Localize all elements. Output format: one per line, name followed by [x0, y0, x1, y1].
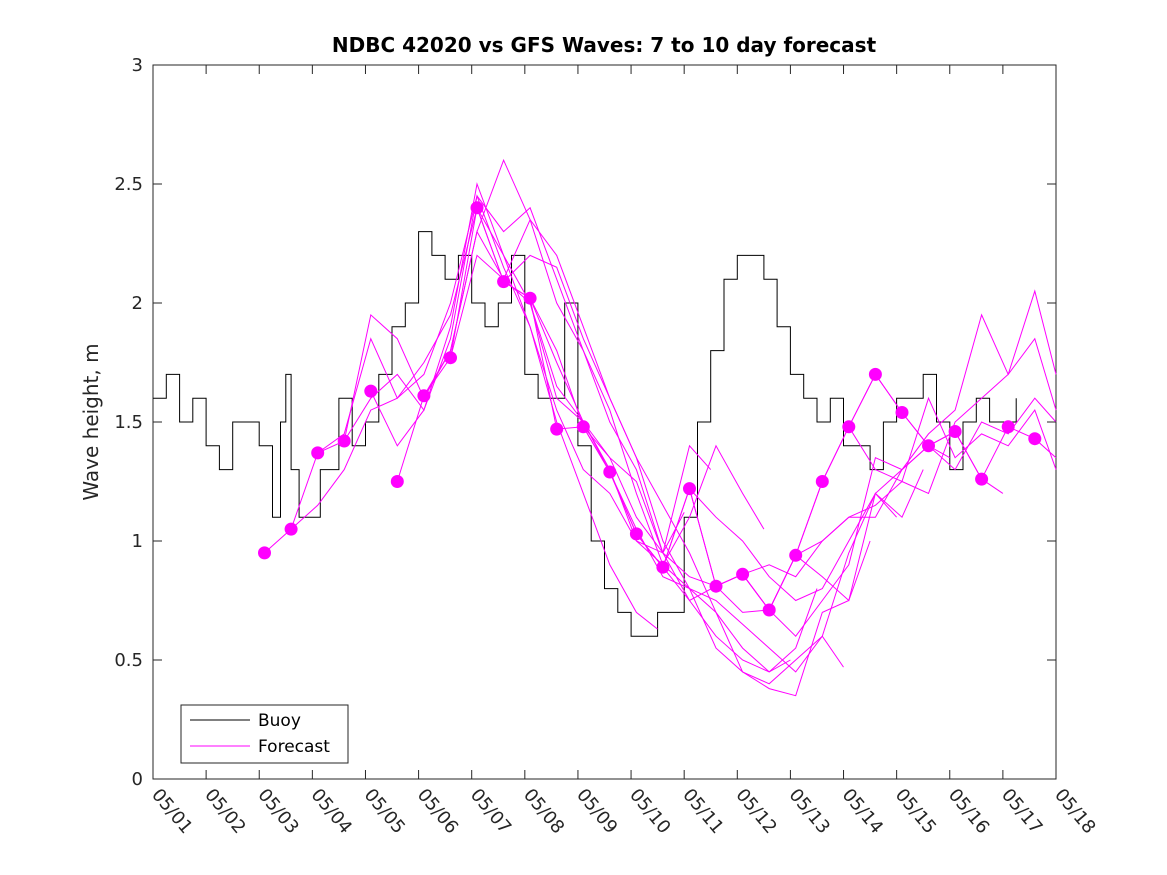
- buoy-series: [153, 231, 1017, 637]
- y-axis: 0 0.5 1 1.5 2 2.5 3: [114, 55, 1056, 790]
- forecast-point: [258, 546, 271, 560]
- forecast-point: [922, 439, 935, 453]
- forecast-point: [550, 422, 564, 436]
- forecast-point: [895, 406, 909, 419]
- forecast-point: [736, 567, 750, 581]
- forecast-point: [284, 522, 298, 536]
- forecast-point: [523, 291, 537, 305]
- forecast-point: [762, 603, 776, 617]
- y-tick-label: 0: [132, 769, 143, 790]
- plot-area: [152, 64, 1057, 780]
- forecast-point: [576, 420, 590, 434]
- forecast-point: [709, 579, 723, 593]
- forecast-run-line: [476, 207, 897, 673]
- forecast-run-line: [450, 205, 871, 697]
- y-tick-label: 2: [132, 293, 143, 314]
- forecast-run-line: [264, 206, 658, 630]
- chart-title: NDBC 42020 vs GFS Waves: 7 to 10 day for…: [332, 33, 877, 57]
- forecast-point: [656, 560, 670, 574]
- forecast-point: [842, 420, 856, 434]
- forecast-point: [444, 351, 457, 365]
- forecast-point: [815, 475, 829, 488]
- forecast-point: [337, 434, 351, 448]
- legend-buoy-label: Buoy: [258, 711, 301, 731]
- forecast-run-line: [689, 313, 1057, 602]
- forecast-point: [948, 425, 962, 438]
- forecast-point: [868, 367, 882, 381]
- forecast-point: [364, 384, 378, 398]
- forecast-run-line: [343, 182, 765, 566]
- forecast-point: [603, 465, 617, 479]
- forecast-run-line: [848, 396, 1057, 483]
- y-axis-label: Wave height, m: [79, 343, 103, 500]
- legend-box: [180, 704, 349, 764]
- buoy-line: [153, 231, 1017, 637]
- forecast-point: [1001, 420, 1015, 434]
- y-tick-label: 1.5: [114, 412, 143, 433]
- forecast-point: [311, 446, 325, 460]
- forecast-point: [789, 548, 803, 562]
- forecast-point: [1028, 432, 1042, 446]
- y-tick-label: 1: [132, 531, 143, 552]
- forecast-point: [390, 475, 404, 488]
- forecast-point: [417, 389, 431, 403]
- legend: Buoy Forecast: [180, 704, 349, 764]
- forecast-point: [497, 275, 511, 289]
- forecast-points: [258, 201, 1042, 617]
- forecast-run-line: [290, 194, 685, 554]
- forecast-series: [264, 158, 1057, 697]
- forecast-point: [975, 472, 989, 486]
- forecast-point: [683, 482, 696, 496]
- forecast-run-line: [529, 297, 951, 637]
- y-tick-label: 0.5: [114, 650, 143, 671]
- forecast-run-line: [317, 230, 712, 555]
- forecast-point: [629, 527, 643, 541]
- forecast-point: [470, 201, 484, 215]
- legend-forecast-label: Forecast: [258, 737, 330, 757]
- forecast-run-line: [396, 158, 818, 673]
- y-tick-label: 3: [132, 55, 143, 76]
- y-tick-label: 2.5: [114, 174, 143, 195]
